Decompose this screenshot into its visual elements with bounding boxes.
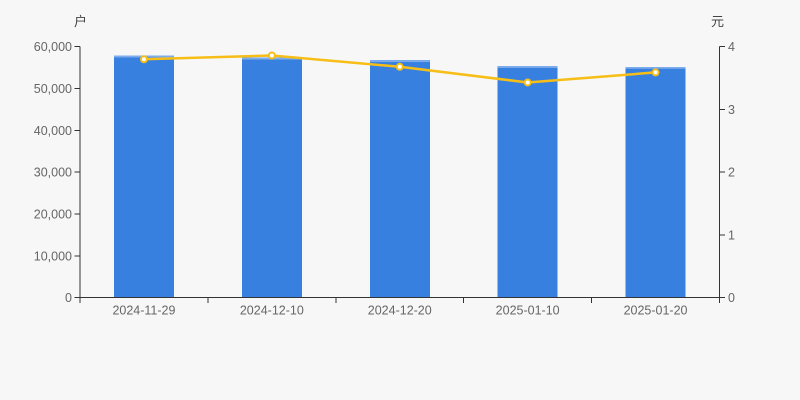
right-axis-tick-label: 3: [728, 103, 735, 117]
bar-top-cap: [497, 65, 558, 68]
price-point-2024-11-29[interactable]: [139, 55, 148, 64]
left-axis-unit-label: 户: [74, 14, 88, 29]
right-axis-unit-label: 元: [711, 14, 725, 29]
bar-2024-11-29[interactable]: [113, 55, 174, 298]
bar-2024-12-10[interactable]: [241, 57, 302, 298]
left-axis-tick-label: 60,000: [34, 40, 72, 54]
right-axis-tick-label: 0: [728, 291, 735, 305]
price-point-2025-01-10[interactable]: [523, 78, 532, 87]
bar-2025-01-20[interactable]: [625, 66, 686, 298]
price-point-2024-12-10[interactable]: [267, 51, 276, 60]
x-axis-label: 2025-01-20: [624, 304, 688, 318]
right-axis-tick-label: 4: [728, 40, 735, 54]
bar-top-cap: [369, 60, 430, 63]
left-axis-tick-label: 50,000: [34, 82, 72, 96]
x-axis-label: 2024-12-20: [368, 304, 432, 318]
left-axis-tick-label: 10,000: [34, 249, 72, 263]
bar-2025-01-10[interactable]: [497, 65, 558, 298]
right-axis-tick-label: 1: [728, 228, 735, 242]
left-axis-tick-label: 40,000: [34, 124, 72, 138]
bar-2024-12-20[interactable]: [369, 60, 430, 298]
left-axis-tick-label: 0: [65, 291, 72, 305]
left-axis-tick-label: 20,000: [34, 208, 72, 222]
x-axis-label: 2024-11-29: [112, 304, 175, 318]
left-axis-tick-label: 30,000: [34, 166, 72, 180]
bar-top-cap: [625, 66, 686, 69]
price-point-2024-12-20[interactable]: [395, 62, 404, 71]
price-point-2025-01-20[interactable]: [651, 68, 660, 77]
x-axis-label: 2025-01-10: [496, 304, 560, 318]
x-axis-label: 2024-12-10: [240, 304, 304, 318]
right-axis-tick-label: 2: [728, 166, 735, 180]
